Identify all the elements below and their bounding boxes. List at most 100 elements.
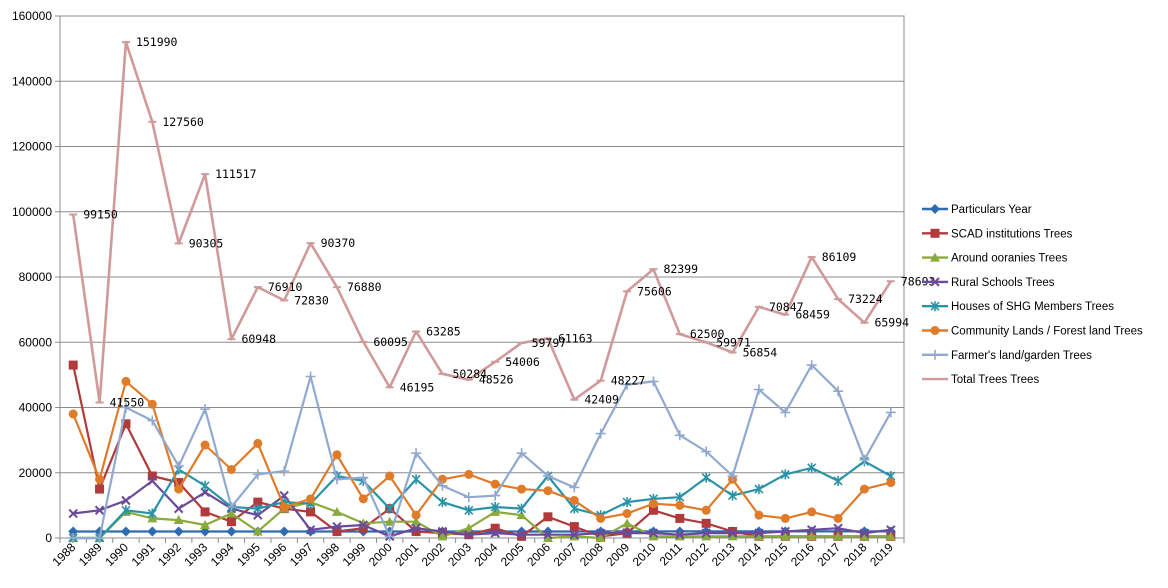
data-point — [859, 484, 869, 494]
data-point — [806, 360, 817, 371]
data-point — [200, 526, 211, 537]
legend-entry: Houses of SHG Members Trees — [922, 301, 1114, 313]
data-point — [543, 530, 553, 540]
data-point — [780, 513, 790, 523]
data-point — [121, 495, 131, 506]
data-point — [859, 528, 870, 538]
data-point — [332, 526, 342, 536]
data-point — [754, 528, 764, 538]
data-point — [411, 523, 421, 533]
x-tick-label: 2007 — [551, 540, 580, 569]
data-point — [806, 525, 817, 535]
x-tick-label: 2005 — [498, 540, 527, 569]
x-tick-label: 2019 — [867, 540, 896, 569]
series-6 — [68, 360, 896, 543]
data-point — [622, 518, 633, 528]
data-point — [833, 475, 843, 486]
data-point — [754, 510, 764, 520]
data-point — [253, 497, 263, 507]
data-label: 60948 — [241, 332, 276, 346]
data-point — [930, 277, 940, 287]
data-point — [252, 526, 263, 536]
y-axis-ticks: 0 20000 40000 60000 80000 100000 120000 140000 1… — [12, 9, 60, 545]
data-point — [542, 533, 553, 542]
data-point — [463, 492, 474, 503]
data-point — [595, 428, 606, 439]
legend-label: Particulars Year — [951, 204, 1032, 216]
data-point — [463, 523, 474, 533]
data-point — [279, 526, 290, 537]
x-tick-label: 2012 — [683, 540, 712, 569]
data-point — [569, 530, 580, 540]
data-point — [226, 508, 237, 518]
data-point — [464, 469, 474, 479]
data-point — [542, 471, 553, 482]
legend-label: Community Lands / Forest land Trees — [951, 326, 1143, 338]
data-point — [173, 515, 184, 525]
data-point — [358, 523, 368, 533]
data-label: 56854 — [743, 346, 778, 360]
data-point — [833, 386, 844, 397]
data-label: 76880 — [347, 280, 382, 294]
y-tick-label: 120000 — [12, 140, 52, 154]
data-point — [727, 531, 738, 541]
data-point — [780, 531, 791, 541]
data-point — [305, 371, 316, 382]
legend-entry: Around ooranies Trees — [922, 252, 1068, 265]
data-point — [200, 440, 210, 450]
data-point — [517, 531, 527, 541]
series-7 — [69, 40, 895, 404]
x-tick-label: 1991 — [129, 540, 158, 569]
x-tick-label: 1992 — [155, 540, 184, 569]
data-point — [930, 301, 940, 312]
x-tick-label: 1999 — [340, 540, 369, 569]
data-point — [886, 478, 896, 488]
data-point — [517, 484, 527, 494]
data-point — [95, 474, 105, 484]
data-label: 68459 — [795, 308, 830, 322]
data-point — [358, 494, 368, 504]
series-5 — [68, 376, 896, 523]
data-point — [859, 454, 870, 465]
x-tick-label: 1990 — [102, 540, 131, 569]
legend-entry: SCAD institutions Trees — [922, 228, 1073, 240]
data-point — [200, 507, 210, 517]
data-point — [147, 508, 157, 519]
data-point — [753, 384, 764, 395]
x-tick-label: 1996 — [261, 540, 290, 569]
data-point — [385, 471, 395, 481]
y-tick-label: 80000 — [19, 270, 53, 284]
data-label: 75606 — [637, 284, 672, 298]
data-label: 82399 — [663, 262, 698, 276]
x-tick-label: 2017 — [814, 540, 843, 569]
data-point — [226, 464, 236, 474]
data-point — [68, 508, 78, 519]
data-point — [807, 507, 817, 517]
data-label: 48227 — [611, 374, 646, 388]
x-tick-label: 2000 — [366, 540, 395, 569]
data-point — [596, 513, 606, 523]
x-tick-label: 1998 — [313, 540, 342, 569]
x-tick-label: 2004 — [472, 540, 501, 569]
data-point — [930, 349, 940, 360]
x-tick-label: 1995 — [234, 540, 263, 569]
data-point — [807, 462, 817, 473]
data-label: 70847 — [769, 300, 804, 314]
x-tick-label: 2010 — [630, 540, 659, 569]
data-point — [806, 531, 817, 541]
data-point — [331, 506, 342, 516]
data-point — [173, 526, 184, 537]
data-point — [358, 472, 369, 483]
data-point — [411, 510, 421, 520]
data-point — [569, 522, 579, 532]
data-point — [543, 512, 553, 522]
data-label: 46195 — [400, 380, 435, 394]
data-point — [464, 505, 474, 516]
data-label: 73224 — [848, 292, 883, 306]
data-point — [306, 494, 316, 504]
legend-label: Houses of SHG Members Trees — [951, 301, 1114, 313]
x-tick-label: 1989 — [76, 540, 105, 569]
data-point — [490, 479, 500, 489]
data-point — [200, 404, 211, 415]
